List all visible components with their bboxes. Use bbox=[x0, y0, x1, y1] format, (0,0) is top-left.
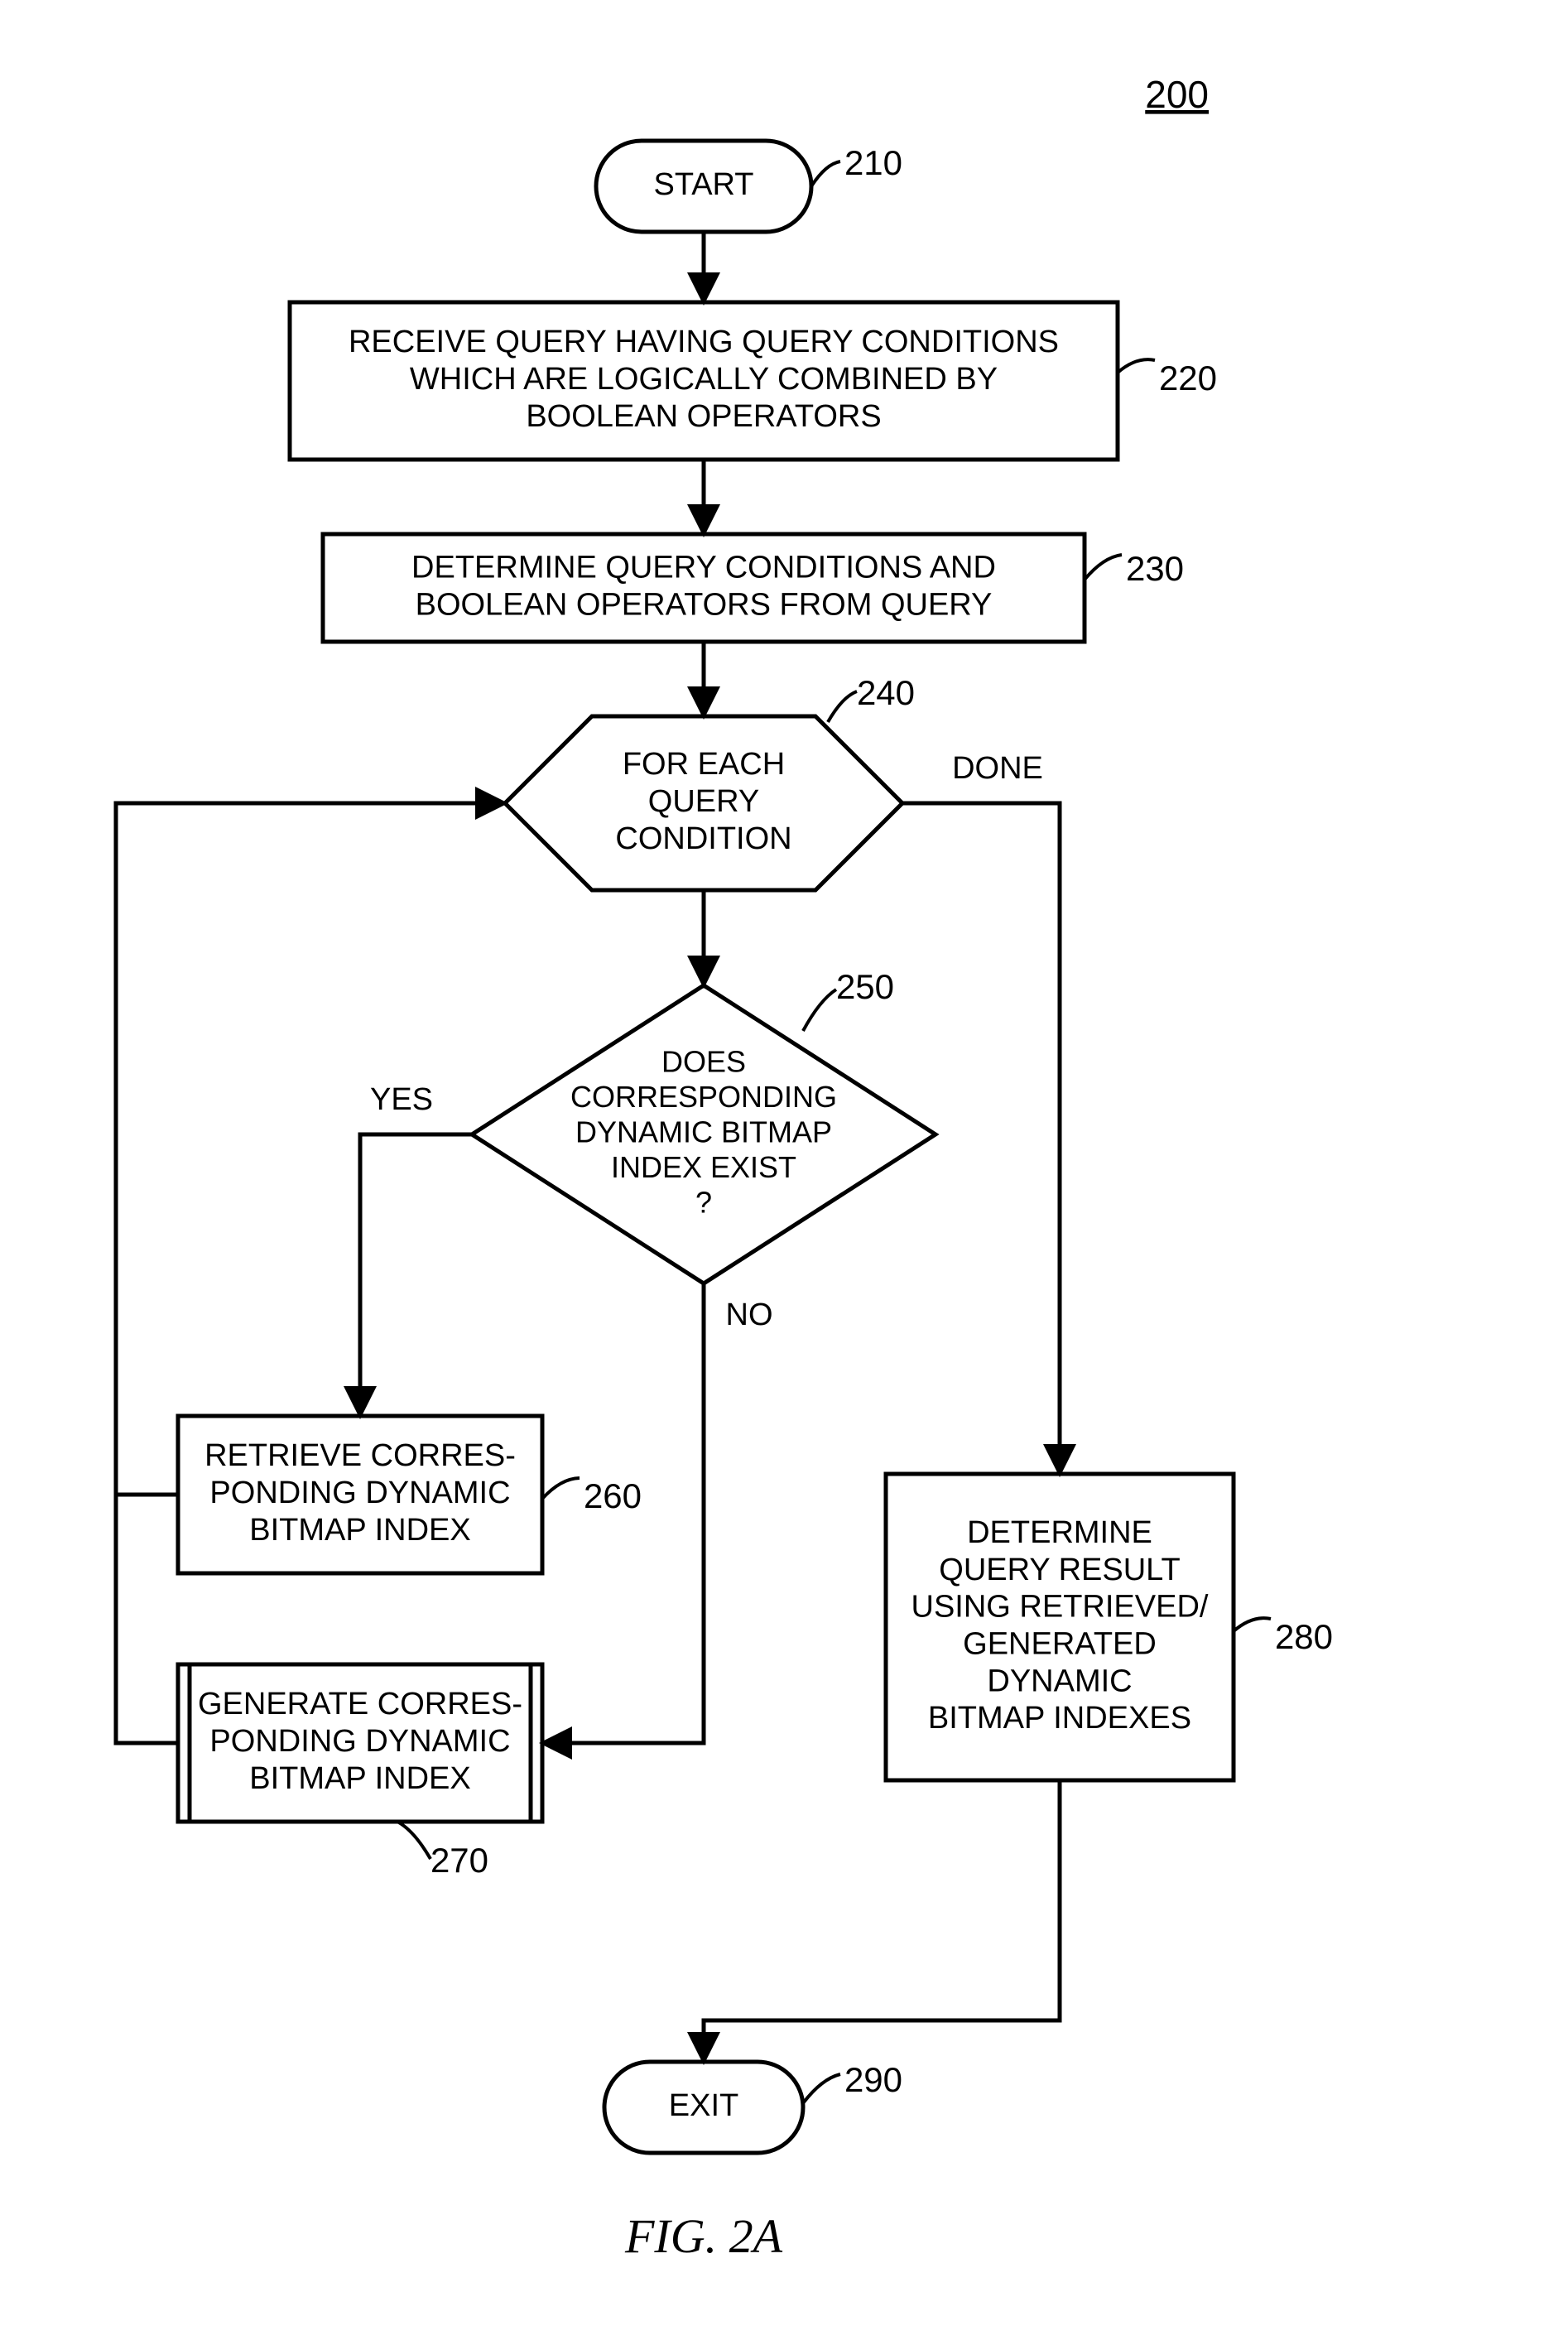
edge-7 bbox=[116, 1495, 178, 1743]
svg-text:FIG. 2A: FIG. 2A bbox=[624, 2209, 783, 2263]
svg-text:BOOLEAN OPERATORS: BOOLEAN OPERATORS bbox=[526, 399, 881, 434]
svg-text:230: 230 bbox=[1126, 549, 1184, 588]
svg-text:WHICH ARE LOGICALLY COMBINED B: WHICH ARE LOGICALLY COMBINED BY bbox=[410, 362, 998, 397]
edge-4 bbox=[360, 1134, 472, 1416]
svg-text:RECEIVE QUERY HAVING QUERY CON: RECEIVE QUERY HAVING QUERY CONDITIONS bbox=[349, 325, 1059, 359]
svg-text:200: 200 bbox=[1145, 73, 1209, 116]
svg-text:YES: YES bbox=[370, 1082, 433, 1117]
svg-text:290: 290 bbox=[844, 2060, 902, 2099]
svg-text:RETRIEVE CORRES-: RETRIEVE CORRES- bbox=[204, 1438, 516, 1473]
svg-text:BITMAP INDEXES: BITMAP INDEXES bbox=[928, 1701, 1191, 1736]
svg-text:CONDITION: CONDITION bbox=[615, 821, 791, 856]
svg-text:DETERMINE QUERY CONDITIONS AND: DETERMINE QUERY CONDITIONS AND bbox=[411, 551, 996, 585]
svg-text:CORRESPONDING: CORRESPONDING bbox=[570, 1080, 837, 1114]
edge-6 bbox=[116, 803, 505, 1495]
svg-text:260: 260 bbox=[584, 1476, 642, 1515]
svg-text:DETERMINE: DETERMINE bbox=[967, 1515, 1152, 1550]
svg-text:?: ? bbox=[695, 1185, 712, 1219]
svg-text:280: 280 bbox=[1275, 1617, 1333, 1656]
svg-text:BITMAP INDEX: BITMAP INDEX bbox=[249, 1761, 470, 1796]
svg-text:DYNAMIC BITMAP: DYNAMIC BITMAP bbox=[575, 1115, 832, 1149]
svg-text:270: 270 bbox=[430, 1841, 488, 1880]
edge-9 bbox=[704, 1780, 1060, 2062]
svg-text:DOES: DOES bbox=[661, 1045, 746, 1079]
svg-text:GENERATE CORRES-: GENERATE CORRES- bbox=[198, 1687, 522, 1721]
svg-text:250: 250 bbox=[836, 967, 894, 1006]
svg-text:DONE: DONE bbox=[952, 751, 1043, 786]
svg-text:START: START bbox=[653, 167, 753, 202]
svg-text:QUERY RESULT: QUERY RESULT bbox=[939, 1553, 1180, 1587]
svg-text:FOR EACH: FOR EACH bbox=[623, 747, 785, 782]
svg-text:INDEX EXIST: INDEX EXIST bbox=[611, 1150, 796, 1184]
svg-text:240: 240 bbox=[857, 673, 915, 712]
svg-text:220: 220 bbox=[1159, 359, 1217, 397]
svg-text:PONDING DYNAMIC: PONDING DYNAMIC bbox=[209, 1476, 510, 1510]
svg-text:210: 210 bbox=[844, 143, 902, 182]
svg-text:USING RETRIEVED/: USING RETRIEVED/ bbox=[911, 1590, 1209, 1625]
svg-text:BOOLEAN OPERATORS FROM QUERY: BOOLEAN OPERATORS FROM QUERY bbox=[416, 587, 993, 622]
svg-text:DYNAMIC: DYNAMIC bbox=[987, 1664, 1132, 1698]
svg-text:QUERY: QUERY bbox=[648, 784, 759, 819]
svg-text:BITMAP INDEX: BITMAP INDEX bbox=[249, 1513, 470, 1548]
svg-text:EXIT: EXIT bbox=[669, 2088, 738, 2123]
svg-text:PONDING DYNAMIC: PONDING DYNAMIC bbox=[209, 1724, 510, 1759]
svg-text:NO: NO bbox=[726, 1298, 773, 1332]
svg-text:GENERATED: GENERATED bbox=[963, 1626, 1157, 1661]
